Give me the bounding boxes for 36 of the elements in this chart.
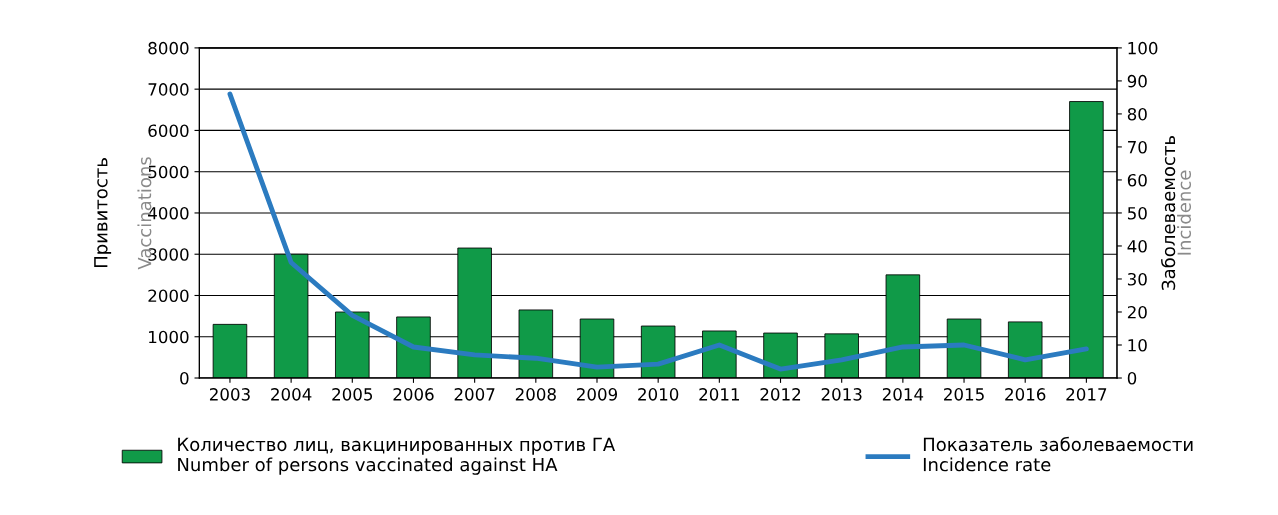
y2-tick-label: 20 <box>1127 305 1147 319</box>
y2-axis-title: Заболеваемость Incidence <box>1160 136 1192 290</box>
x-tick-label: 2013 <box>821 388 862 401</box>
y2-tick-label: 90 <box>1127 74 1147 88</box>
y-tick-label: 7000 <box>148 83 189 96</box>
x-tick-label: 2010 <box>638 388 679 401</box>
y2-tick-label: 100 <box>1128 41 1158 55</box>
x-tick-label: 2007 <box>454 388 495 401</box>
x-tick-label: 2005 <box>332 388 373 401</box>
y-tick-label: 1000 <box>149 330 189 344</box>
legend-label: Показатель заболеваемости Incidence rate <box>923 436 1193 472</box>
y2-tick-label: 50 <box>1127 206 1147 220</box>
y-tick-label: 6000 <box>148 124 189 137</box>
legend-label: Количество лиц, вакцинированных против ГА Number of persons vaccinated against HA <box>178 437 616 475</box>
y2-tick-label: 0 <box>1127 371 1137 385</box>
x-tick-label: 2017 <box>1066 388 1107 401</box>
line-series <box>227 91 1089 372</box>
y2-tick-label: 30 <box>1127 272 1147 286</box>
y2-tick-label: 80 <box>1127 107 1147 121</box>
y-tick-label: 2000 <box>148 289 189 303</box>
x-tick-label: 2004 <box>271 388 312 401</box>
x-tick-label: 2016 <box>1005 388 1046 401</box>
y-tick-label: 8000 <box>148 41 189 55</box>
y2-tick-label: 40 <box>1127 239 1147 253</box>
y-tick-label: 0 <box>180 371 189 385</box>
x-tick-label: 2012 <box>760 388 801 401</box>
y2-tick-label: 70 <box>1128 140 1147 154</box>
x-tick-label: 2011 <box>699 388 740 401</box>
y2-tick-label: 10 <box>1128 338 1147 352</box>
y2-tick-label: 60 <box>1127 173 1147 187</box>
x-tick-label: 2014 <box>882 388 924 401</box>
x-tick-label: 2015 <box>944 388 984 401</box>
x-tick-label: 2006 <box>393 388 434 401</box>
x-tick-label: 2009 <box>577 388 618 401</box>
x-tick-label: 2008 <box>515 388 556 401</box>
x-tick-label: 2003 <box>209 388 250 401</box>
